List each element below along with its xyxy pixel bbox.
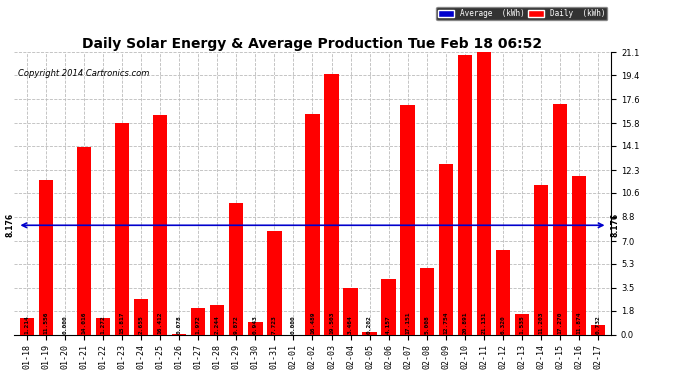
Bar bbox=[344, 288, 357, 335]
Bar bbox=[420, 268, 434, 335]
Bar bbox=[553, 104, 567, 335]
Text: 1.972: 1.972 bbox=[196, 315, 201, 334]
Bar bbox=[134, 299, 148, 335]
Bar bbox=[210, 304, 224, 335]
Bar bbox=[457, 55, 472, 335]
Bar bbox=[400, 105, 415, 335]
Text: 9.872: 9.872 bbox=[234, 315, 239, 334]
Text: 14.016: 14.016 bbox=[81, 311, 87, 334]
Bar bbox=[306, 114, 319, 335]
Bar bbox=[153, 115, 168, 335]
Text: 8.176: 8.176 bbox=[610, 213, 620, 237]
Text: 0.732: 0.732 bbox=[595, 315, 600, 334]
Bar bbox=[495, 250, 510, 335]
Bar bbox=[77, 147, 91, 335]
Bar bbox=[439, 164, 453, 335]
Bar bbox=[229, 202, 244, 335]
Bar bbox=[591, 325, 605, 335]
Bar bbox=[191, 308, 206, 335]
Bar bbox=[324, 74, 339, 335]
Text: 2.655: 2.655 bbox=[139, 315, 144, 334]
Bar bbox=[39, 180, 53, 335]
Text: 8.176: 8.176 bbox=[6, 213, 14, 237]
Text: 3.464: 3.464 bbox=[348, 315, 353, 334]
Text: 11.556: 11.556 bbox=[43, 311, 48, 334]
Text: 21.131: 21.131 bbox=[481, 311, 486, 334]
Text: 16.412: 16.412 bbox=[158, 311, 163, 334]
Bar bbox=[248, 322, 262, 335]
Bar bbox=[20, 318, 34, 335]
Text: 19.503: 19.503 bbox=[329, 311, 334, 334]
Bar bbox=[515, 314, 529, 335]
Text: 5.008: 5.008 bbox=[424, 315, 429, 334]
Text: 1.214: 1.214 bbox=[25, 315, 30, 334]
Bar bbox=[572, 176, 586, 335]
Bar bbox=[477, 52, 491, 335]
Bar bbox=[533, 185, 548, 335]
Bar bbox=[172, 334, 186, 335]
Bar bbox=[115, 123, 129, 335]
Text: 20.891: 20.891 bbox=[462, 311, 467, 334]
Bar bbox=[382, 279, 396, 335]
Text: 0.202: 0.202 bbox=[367, 315, 372, 334]
Bar bbox=[362, 332, 377, 335]
Text: 4.157: 4.157 bbox=[386, 315, 391, 334]
Text: 17.270: 17.270 bbox=[558, 311, 562, 334]
Bar bbox=[267, 231, 282, 335]
Text: Copyright 2014 Cartronics.com: Copyright 2014 Cartronics.com bbox=[17, 69, 149, 78]
Text: 0.078: 0.078 bbox=[177, 315, 181, 334]
Text: 2.244: 2.244 bbox=[215, 315, 220, 334]
Bar bbox=[96, 318, 110, 335]
Text: 17.151: 17.151 bbox=[405, 311, 410, 334]
Text: 12.754: 12.754 bbox=[443, 311, 448, 334]
Text: 16.489: 16.489 bbox=[310, 311, 315, 334]
Text: 11.874: 11.874 bbox=[576, 311, 582, 334]
Legend: Average  (kWh), Daily  (kWh): Average (kWh), Daily (kWh) bbox=[436, 7, 607, 20]
Text: 0.000: 0.000 bbox=[291, 315, 296, 334]
Text: 15.817: 15.817 bbox=[119, 311, 125, 334]
Text: 7.723: 7.723 bbox=[272, 315, 277, 334]
Title: Daily Solar Energy & Average Production Tue Feb 18 06:52: Daily Solar Energy & Average Production … bbox=[82, 37, 542, 51]
Text: 0.000: 0.000 bbox=[63, 315, 68, 334]
Text: 1.535: 1.535 bbox=[520, 315, 524, 334]
Text: 1.272: 1.272 bbox=[101, 315, 106, 334]
Text: 0.943: 0.943 bbox=[253, 315, 258, 334]
Text: 6.320: 6.320 bbox=[500, 315, 505, 334]
Text: 11.203: 11.203 bbox=[538, 311, 543, 334]
